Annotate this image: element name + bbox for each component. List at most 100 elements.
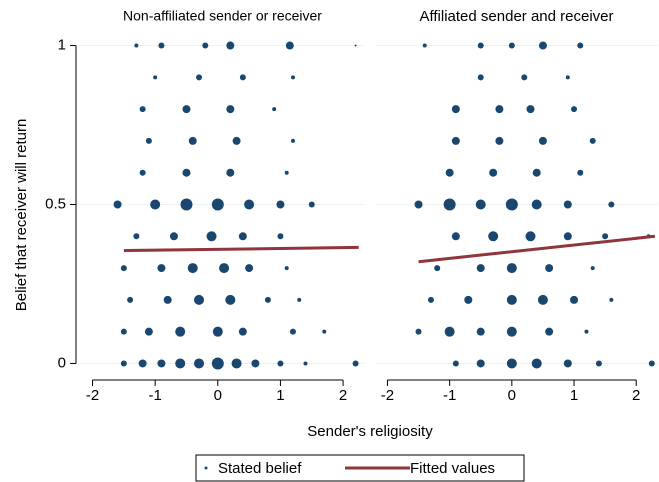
data-point — [211, 357, 224, 370]
data-point — [445, 168, 454, 177]
data-point — [225, 294, 236, 305]
data-point — [506, 326, 517, 337]
x-tick-label: 0 — [508, 387, 516, 404]
data-point — [589, 137, 596, 144]
data-point — [277, 233, 284, 240]
data-point — [285, 41, 294, 50]
data-point — [565, 75, 570, 80]
data-point — [163, 295, 172, 304]
data-point — [133, 233, 140, 240]
data-point — [212, 326, 223, 337]
y-tick-label: 1 — [58, 37, 66, 54]
data-point — [505, 198, 518, 211]
data-point — [571, 106, 578, 113]
data-point — [308, 201, 315, 208]
panel-title: Affiliated sender and receiver — [419, 8, 613, 25]
data-point — [521, 74, 528, 81]
data-point — [272, 107, 277, 112]
data-point — [284, 266, 289, 271]
data-point — [145, 137, 152, 144]
data-point — [584, 329, 589, 334]
data-point — [506, 294, 517, 305]
y-axis-label: Belief that receiver will return — [13, 119, 30, 312]
data-point — [194, 294, 205, 305]
data-point — [219, 263, 230, 274]
data-point — [238, 232, 247, 241]
data-point — [451, 232, 460, 241]
data-point — [188, 136, 197, 145]
data-point — [120, 360, 127, 367]
data-point — [577, 42, 584, 49]
data-point — [277, 360, 284, 367]
data-point — [545, 327, 554, 336]
data-point — [290, 138, 295, 143]
data-point — [477, 74, 484, 81]
data-point — [290, 75, 295, 80]
data-point — [196, 74, 203, 81]
data-point — [289, 328, 296, 335]
data-point — [538, 41, 547, 50]
data-point — [451, 136, 460, 145]
data-point — [452, 360, 459, 367]
data-point — [526, 105, 535, 114]
data-point — [352, 360, 359, 367]
data-point — [251, 359, 260, 368]
panel-title: Non-affiliated sender or receiver — [123, 8, 322, 24]
legend-marker — [204, 466, 208, 470]
data-point — [276, 200, 285, 209]
data-point — [187, 263, 198, 274]
data-point — [157, 264, 166, 273]
data-point — [563, 200, 572, 209]
data-point — [570, 295, 579, 304]
data-point — [206, 231, 217, 242]
data-point — [322, 329, 327, 334]
data-point — [144, 327, 153, 336]
x-tick-label: 2 — [632, 387, 640, 404]
fitted-line — [418, 234, 656, 264]
data-point — [182, 168, 191, 177]
data-point — [506, 358, 517, 369]
x-tick-label: 0 — [214, 387, 222, 404]
data-point — [264, 296, 271, 303]
data-point — [590, 266, 595, 271]
data-point — [134, 43, 139, 48]
data-point — [609, 297, 614, 302]
data-point — [477, 42, 484, 49]
data-point — [415, 328, 422, 335]
data-point — [169, 232, 178, 241]
data-point — [563, 232, 572, 241]
data-point — [602, 233, 609, 240]
fitted-line — [123, 245, 359, 253]
legend-label: Fitted values — [410, 460, 495, 477]
data-point — [153, 75, 158, 80]
data-point — [158, 42, 165, 49]
data-point — [182, 105, 191, 114]
x-axis-label: Sender's religiosity — [307, 423, 433, 440]
data-point — [175, 358, 186, 369]
data-point — [506, 263, 517, 274]
data-point — [202, 42, 209, 49]
data-point — [495, 136, 504, 145]
data-point — [476, 359, 485, 368]
data-point — [595, 360, 602, 367]
data-point — [232, 136, 241, 145]
data-point — [211, 198, 224, 211]
data-point — [476, 327, 485, 336]
data-point — [226, 105, 235, 114]
data-point — [443, 198, 456, 211]
data-point — [444, 326, 455, 337]
data-point — [303, 361, 308, 366]
data-point — [488, 231, 499, 242]
data-point — [138, 359, 147, 368]
x-tick-label: 1 — [570, 387, 578, 404]
data-point — [508, 42, 515, 49]
data-point — [475, 199, 486, 210]
data-point — [139, 106, 146, 113]
data-point — [150, 199, 161, 210]
data-point — [537, 294, 548, 305]
y-tick-label: 0 — [58, 354, 66, 371]
data-point — [194, 358, 205, 369]
data-point — [238, 327, 247, 336]
data-point — [608, 201, 615, 208]
